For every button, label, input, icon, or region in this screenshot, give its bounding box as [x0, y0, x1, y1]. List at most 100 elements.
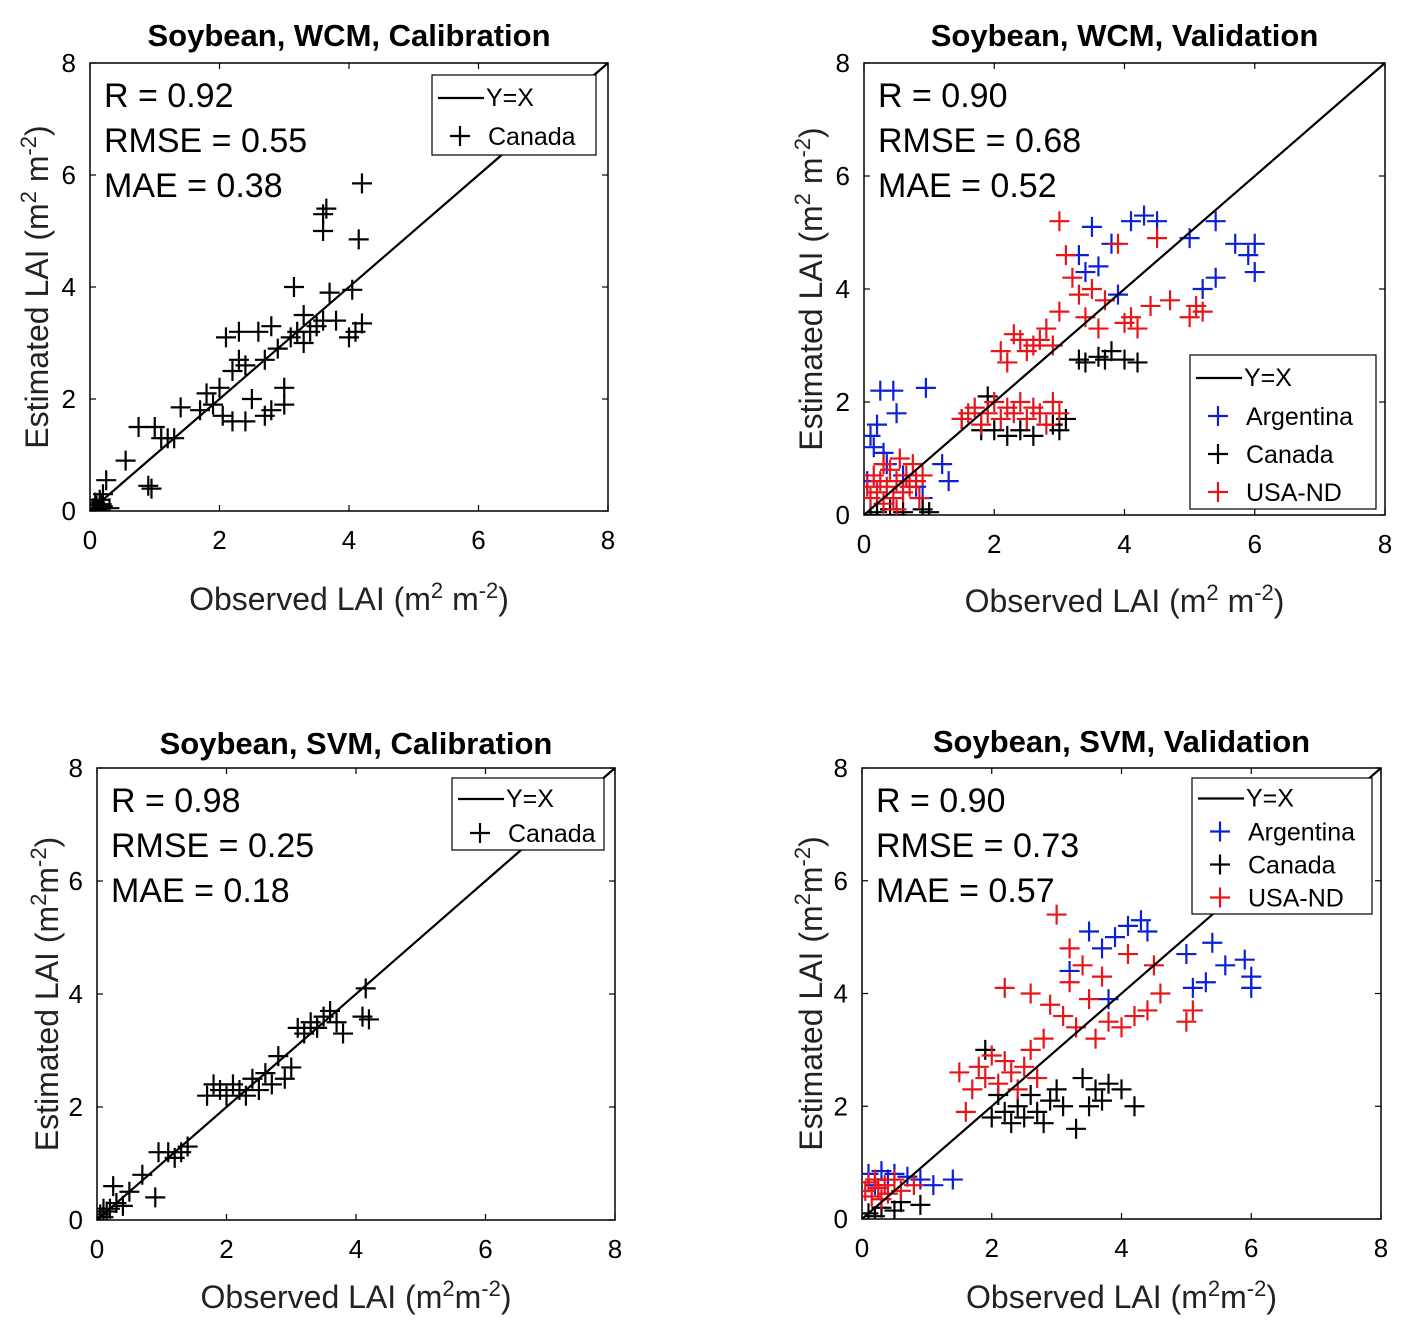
point-argentina [1244, 262, 1265, 283]
point-canada [196, 383, 217, 404]
y-tick-label: 0 [69, 1205, 83, 1235]
legend-label: Argentina [1246, 403, 1353, 431]
point-canada [241, 389, 262, 409]
y-tick-label: 8 [834, 753, 848, 783]
x-tick-label: 2 [219, 1234, 233, 1264]
x-tick-label: 6 [1244, 1233, 1258, 1263]
point-usa-nd [909, 488, 930, 509]
point-canada [144, 417, 165, 437]
stat-annotation: MAE = 0.52 [878, 167, 1057, 205]
point-canada [1072, 1068, 1093, 1089]
legend: Y=X Canada [431, 74, 597, 156]
legend-marker [1210, 854, 1230, 875]
legend-marker [1210, 887, 1230, 908]
point-usa-nd [1059, 972, 1080, 993]
point-usa-nd [1081, 279, 1102, 299]
point-canada [1124, 1096, 1145, 1117]
point-usa-nd [1092, 966, 1113, 987]
point-argentina [915, 377, 936, 398]
point-canada [274, 394, 295, 415]
point-usa-nd [1160, 290, 1181, 311]
y-tick-label: 6 [69, 866, 83, 896]
point-usa-nd [886, 499, 907, 515]
point-argentina [1105, 927, 1126, 948]
point-canada [261, 1074, 282, 1095]
point-usa-nd [1072, 955, 1093, 976]
point-argentina [1234, 949, 1255, 970]
point-argentina [1137, 921, 1158, 942]
y-tick-label: 6 [834, 866, 848, 896]
stat-annotation: R = 0.92 [104, 77, 233, 115]
point-usa-nd [1036, 414, 1057, 435]
legend-label: USA-ND [1248, 885, 1344, 913]
x-tick-label: 6 [1248, 529, 1262, 559]
point-canada [96, 470, 117, 491]
point-usa-nd [1127, 318, 1148, 339]
point-usa-nd [1042, 392, 1063, 412]
point-argentina [1081, 216, 1102, 237]
point-usa-nd [1055, 245, 1076, 266]
x-tick-label: 0 [83, 525, 97, 555]
point-canada [326, 310, 347, 331]
point-canada [141, 478, 162, 499]
x-tick-label: 8 [601, 525, 615, 555]
point-usa-nd [1140, 295, 1161, 316]
point-usa-nd [988, 1073, 1009, 1094]
point-usa-nd [902, 454, 923, 475]
point-canada [319, 282, 340, 303]
point-canada [1007, 1096, 1028, 1117]
chart-panel-4: 0 2 4 6 8 0 2 4 6 8 Soybean, SVM, Validation Observ… [790, 724, 1389, 1315]
point-canada [1066, 1118, 1087, 1139]
stat-annotation: MAE = 0.57 [876, 872, 1055, 910]
point-canada [981, 1107, 1002, 1128]
x-tick-label: 2 [985, 1233, 999, 1263]
point-usa-nd [1111, 1017, 1132, 1038]
point-argentina [1192, 279, 1213, 299]
x-tick-label: 0 [90, 1234, 104, 1264]
point-usa-nd [903, 1175, 924, 1196]
point-canada [1027, 1101, 1048, 1122]
point-canada [313, 221, 334, 241]
point-usa-nd [1062, 267, 1083, 288]
point-canada [1014, 1107, 1035, 1128]
x-tick-label: 4 [349, 1234, 363, 1264]
point-canada [1092, 1090, 1113, 1111]
point-usa-nd [1068, 284, 1089, 305]
point-usa-nd [1053, 1006, 1074, 1027]
point-canada [235, 411, 256, 432]
point-usa-nd [1010, 329, 1031, 350]
stat-annotation: RMSE = 0.68 [878, 122, 1081, 160]
point-usa-nd [1016, 408, 1037, 429]
point-argentina [1202, 932, 1223, 953]
point-argentina [1244, 233, 1265, 254]
point-usa-nd [994, 977, 1015, 998]
point-usa-nd [1020, 1039, 1041, 1060]
point-usa-nd [1179, 307, 1200, 328]
legend-label: Canada [1248, 852, 1336, 880]
point-usa-nd [1014, 1056, 1035, 1077]
point-usa-nd [1049, 211, 1070, 232]
point-canada [91, 494, 112, 511]
point-canada [994, 1101, 1015, 1122]
point-canada [103, 1176, 124, 1197]
point-usa-nd [1059, 938, 1080, 959]
point-usa-nd [1029, 403, 1050, 424]
point-argentina [1205, 267, 1226, 288]
chart-title: Soybean, SVM, Validation [933, 724, 1310, 759]
point-usa-nd [884, 1169, 905, 1190]
point-usa-nd [1040, 994, 1061, 1015]
chart-panel-2: 0 2 4 6 8 0 2 4 6 8 Soybean, WCM, Validation Observ… [790, 18, 1393, 619]
x-axis-label: Observed LAI (m2 m-2) [189, 578, 509, 618]
point-argentina [886, 403, 907, 424]
chart-title: Soybean, SVM, Calibration [160, 726, 553, 761]
x-tick-label: 6 [471, 525, 485, 555]
point-canada [235, 355, 256, 376]
y-tick-label: 4 [834, 979, 848, 1009]
point-usa-nd [1098, 1011, 1119, 1032]
data-layer [864, 205, 1265, 515]
stat-annotation: R = 0.90 [876, 782, 1005, 820]
point-canada [197, 1085, 218, 1106]
point-usa-nd [1121, 307, 1142, 328]
point-argentina [1134, 205, 1155, 226]
